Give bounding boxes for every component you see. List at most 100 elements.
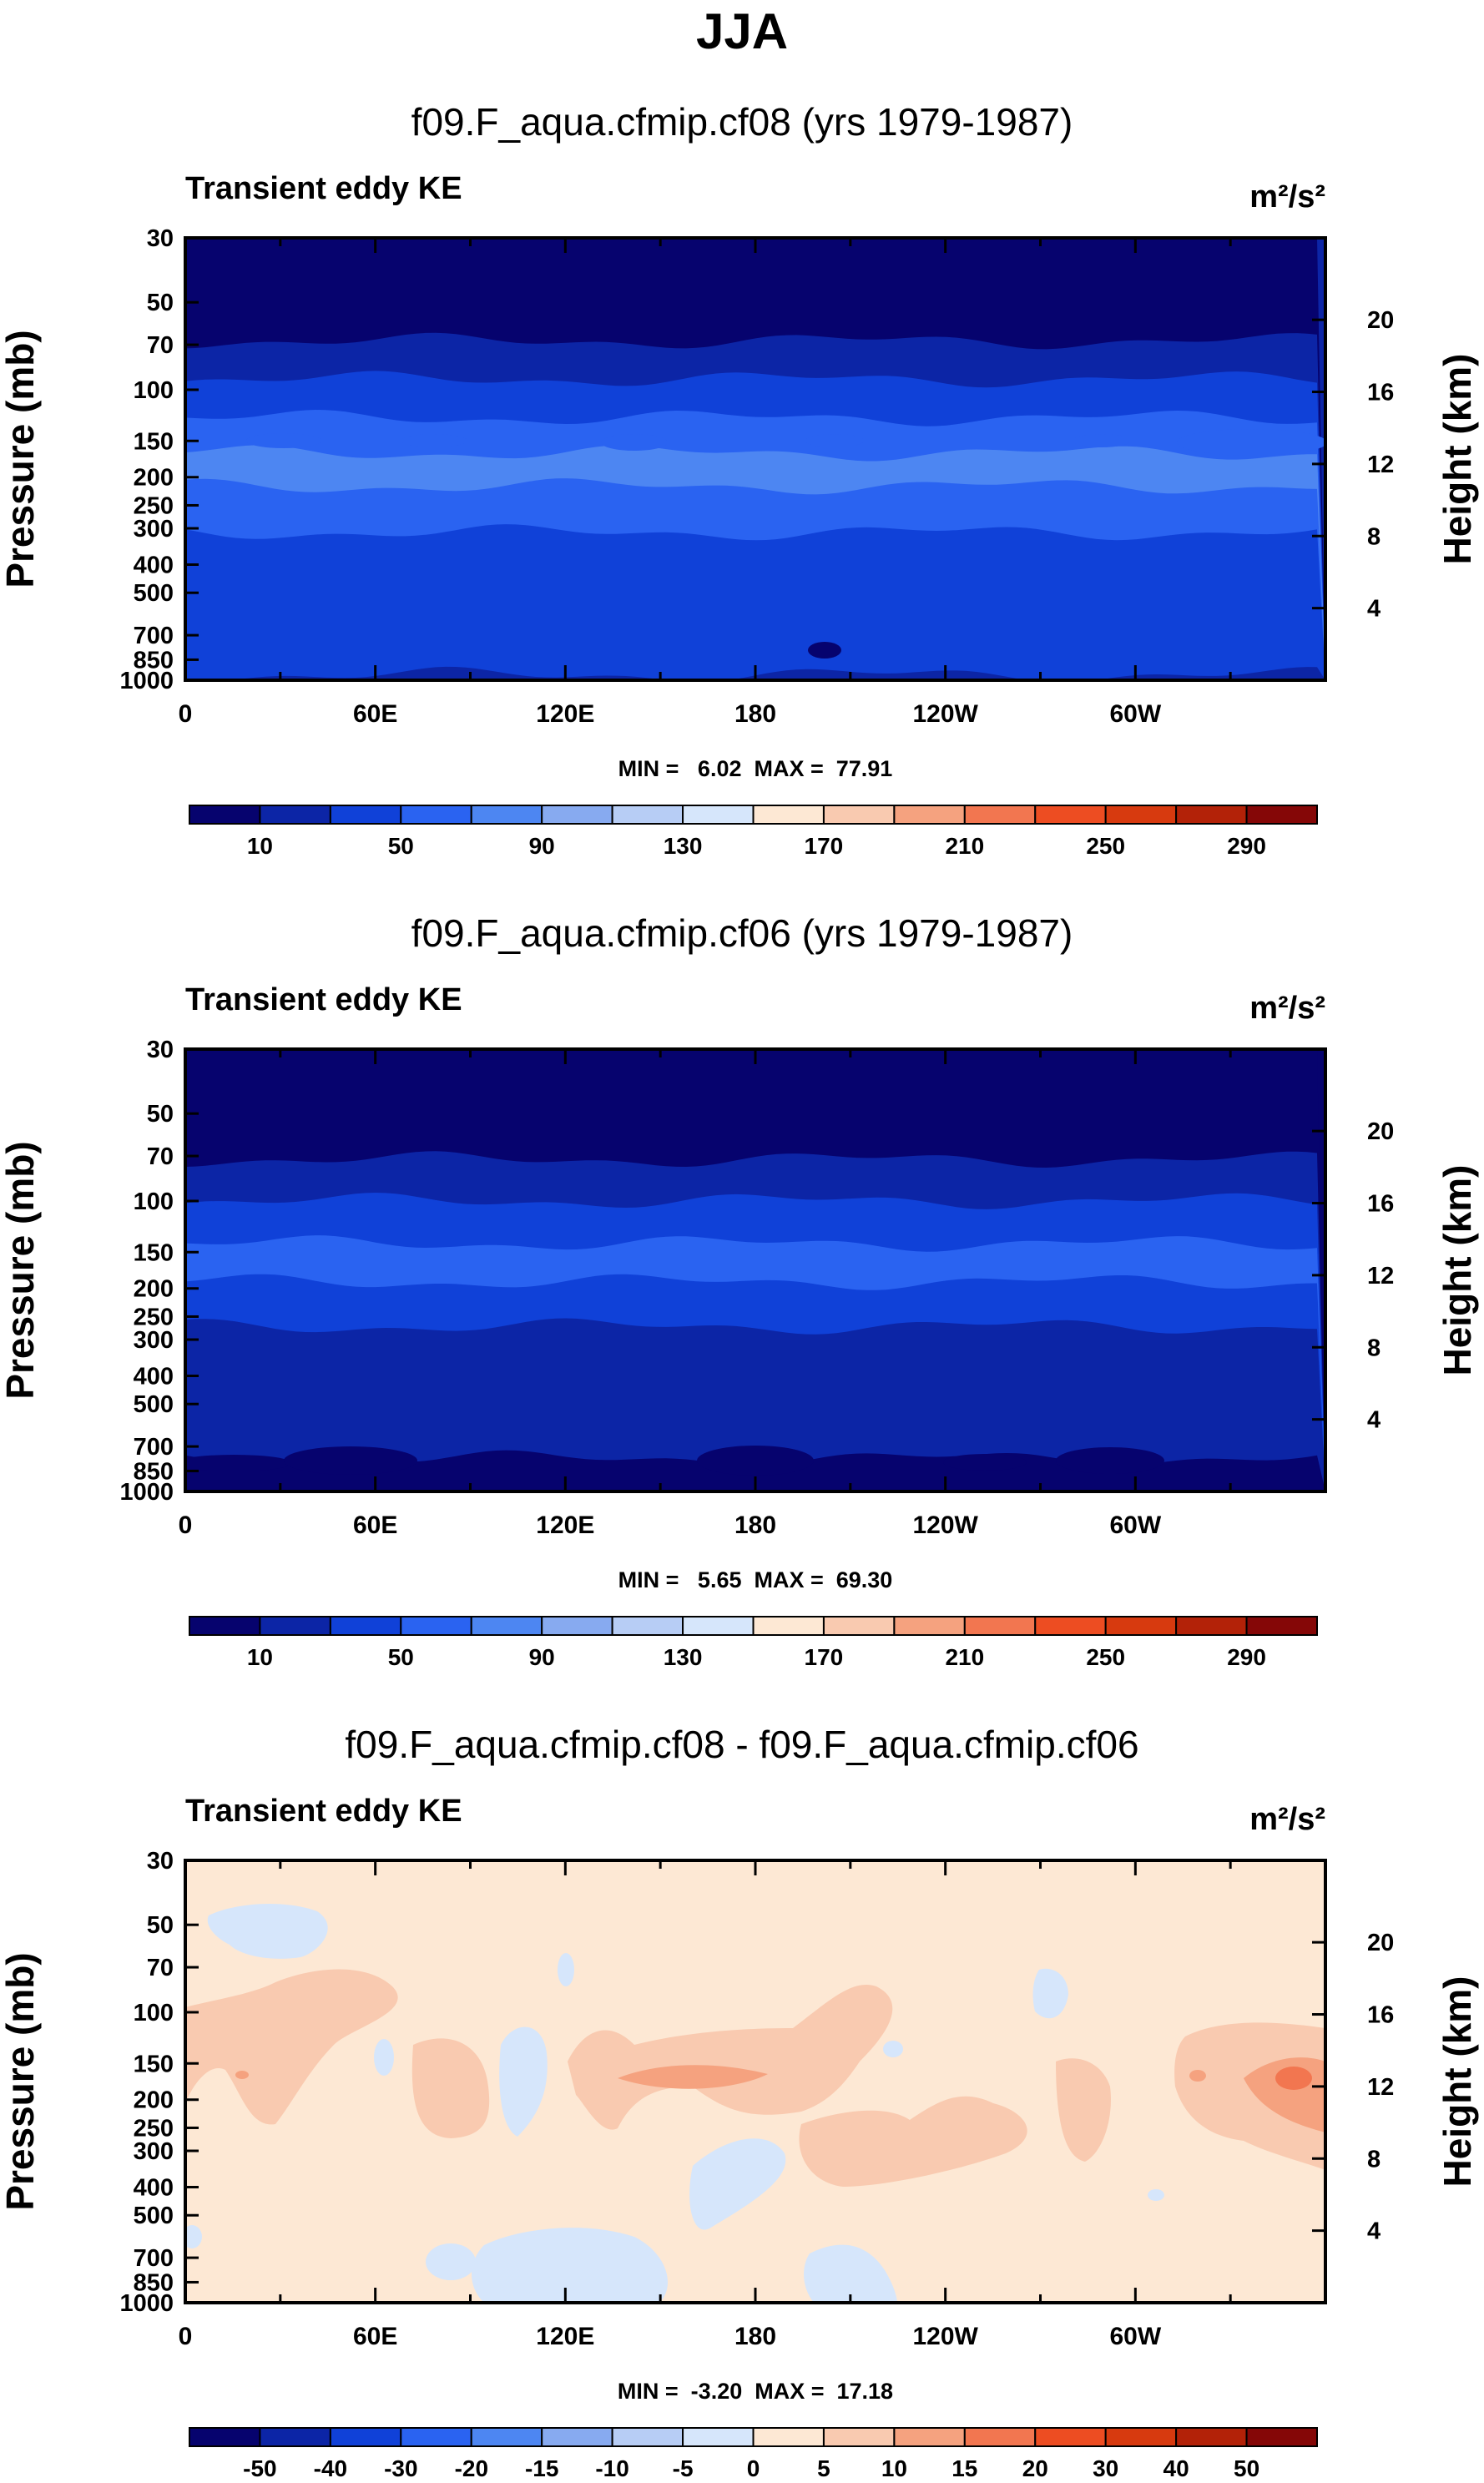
blob xyxy=(1177,429,1325,456)
y-tick-label: 70 xyxy=(147,1143,174,1170)
contour-band xyxy=(185,524,1325,680)
colorbar-swatch xyxy=(1245,2427,1319,2447)
blob xyxy=(1073,434,1131,447)
panel-3-heatmap xyxy=(185,1860,1325,2303)
y-right-tick-label: 20 xyxy=(1367,307,1394,334)
panel-3-minmax: MIN = -3.20 MAX = 17.18 xyxy=(618,2379,893,2404)
y-right-tick-label: 12 xyxy=(1367,2074,1394,2101)
colorbar-swatch xyxy=(259,2427,331,2447)
colorbar-swatch xyxy=(752,1616,825,1636)
panel-2-ylabel-right: Height (km) xyxy=(1436,1165,1479,1376)
colorbar-label: 290 xyxy=(1227,1644,1266,1670)
y-tick-label: 150 xyxy=(134,428,174,455)
colorbar-swatch xyxy=(893,805,966,825)
x-tick-label: 0 xyxy=(179,2323,193,2350)
y-tick-label: 250 xyxy=(134,1304,174,1330)
colorbar-swatch xyxy=(541,805,613,825)
panel-1-units: m²/s² xyxy=(1249,179,1325,214)
y-tick-label: 50 xyxy=(147,290,174,316)
colorbar-swatch xyxy=(470,805,543,825)
contour-patch xyxy=(689,2138,786,2230)
contour-patch xyxy=(374,2039,394,2076)
y-tick-label: 150 xyxy=(134,1239,174,1266)
y-right-tick-label: 16 xyxy=(1367,380,1394,406)
colorbar-swatch xyxy=(541,2427,613,2447)
panel-2-heatmap xyxy=(185,1049,1325,1491)
x-tick-label: 180 xyxy=(734,700,776,728)
contour-patch xyxy=(499,2026,548,2137)
colorbar-swatch xyxy=(189,805,261,825)
panel-3: f09.F_aqua.cfmip.cf08 - f09.F_aqua.cfmip… xyxy=(0,1723,1479,2481)
colorbar-swatch xyxy=(893,2427,966,2447)
colorbar-swatch xyxy=(189,1616,261,1636)
colorbar-label: 250 xyxy=(1086,1644,1125,1670)
y-tick-label: 700 xyxy=(134,2245,174,2272)
x-tick-label: 120W xyxy=(912,700,978,728)
colorbar-swatch xyxy=(470,2427,543,2447)
y-right-tick-label: 4 xyxy=(1367,596,1381,623)
contour-patch xyxy=(207,1903,328,1959)
y-tick-label: 200 xyxy=(134,465,174,492)
panel-1: f09.F_aqua.cfmip.cf08 (yrs 1979-1987) Tr… xyxy=(0,100,1479,859)
colorbar-swatch xyxy=(682,805,755,825)
colorbar-swatch xyxy=(1034,805,1107,825)
colorbar-swatch xyxy=(541,1616,613,1636)
colorbar-label: 15 xyxy=(951,2455,977,2481)
y-tick-label: 1000 xyxy=(119,2290,174,2317)
colorbar-label: 30 xyxy=(1093,2455,1118,2481)
colorbar-label: 90 xyxy=(529,1644,555,1670)
y-tick-label: 850 xyxy=(134,647,174,674)
colorbar-swatch xyxy=(1245,805,1319,825)
blob xyxy=(185,1455,292,1471)
y-tick-label: 850 xyxy=(134,1458,174,1485)
colorbar-label: 40 xyxy=(1163,2455,1189,2481)
y-right-tick-label: 4 xyxy=(1367,1407,1381,1434)
y-tick-label: 200 xyxy=(134,2087,174,2114)
y-tick-label: 250 xyxy=(134,492,174,519)
colorbar-swatch xyxy=(1175,2427,1248,2447)
colorbar-label: -20 xyxy=(455,2455,488,2481)
blob xyxy=(1056,1447,1164,1474)
colorbar-swatch xyxy=(822,1616,896,1636)
colorbar-swatch xyxy=(963,2427,1037,2447)
y-tick-label: 1000 xyxy=(119,1479,174,1506)
panel-1-minmax: MIN = 6.02 MAX = 77.91 xyxy=(618,756,893,781)
panel-2-units: m²/s² xyxy=(1249,991,1325,1026)
colorbar-swatch xyxy=(400,2427,472,2447)
y-tick-label: 500 xyxy=(134,2203,174,2229)
colorbar-label: 290 xyxy=(1227,833,1266,859)
y-tick-label: 30 xyxy=(147,1848,174,1875)
panel-1-subtitle: Transient eddy KE xyxy=(185,171,462,206)
y-tick-label: 850 xyxy=(134,2269,174,2296)
y-tick-label: 50 xyxy=(147,1912,174,1939)
y-tick-label: 700 xyxy=(134,623,174,649)
y-right-tick-label: 8 xyxy=(1367,523,1381,550)
colorbar-label: 0 xyxy=(747,2455,760,2481)
x-tick-label: 120W xyxy=(912,2323,978,2350)
y-tick-label: 100 xyxy=(134,2000,174,2026)
y-tick-label: 400 xyxy=(134,2175,174,2202)
colorbar-label: 10 xyxy=(881,2455,907,2481)
colorbar-swatch xyxy=(1175,805,1248,825)
blob xyxy=(401,434,467,447)
figure-title: JJA xyxy=(696,3,788,59)
y-tick-label: 50 xyxy=(147,1101,174,1128)
y-tick-label: 300 xyxy=(134,1327,174,1354)
colorbar-label: 50 xyxy=(388,1644,414,1670)
colorbar-label: 50 xyxy=(1234,2455,1259,2481)
y-tick-label: 500 xyxy=(134,580,174,607)
x-tick-label: 60E xyxy=(353,700,397,728)
colorbar-swatch xyxy=(682,1616,755,1636)
colorbar-swatch xyxy=(400,805,472,825)
x-tick-label: 60E xyxy=(353,2323,397,2350)
contour-patch xyxy=(411,2038,490,2138)
panel-3-units: m²/s² xyxy=(1249,1802,1325,1837)
colorbar-swatch xyxy=(1175,1616,1248,1636)
contour-band xyxy=(185,1318,1325,1491)
y-tick-label: 500 xyxy=(134,1391,174,1418)
contour-patch xyxy=(618,2065,768,2089)
colorbar-label: 130 xyxy=(664,833,703,859)
colorbar-label: 10 xyxy=(247,833,273,859)
contour-patch xyxy=(1148,2189,1164,2201)
